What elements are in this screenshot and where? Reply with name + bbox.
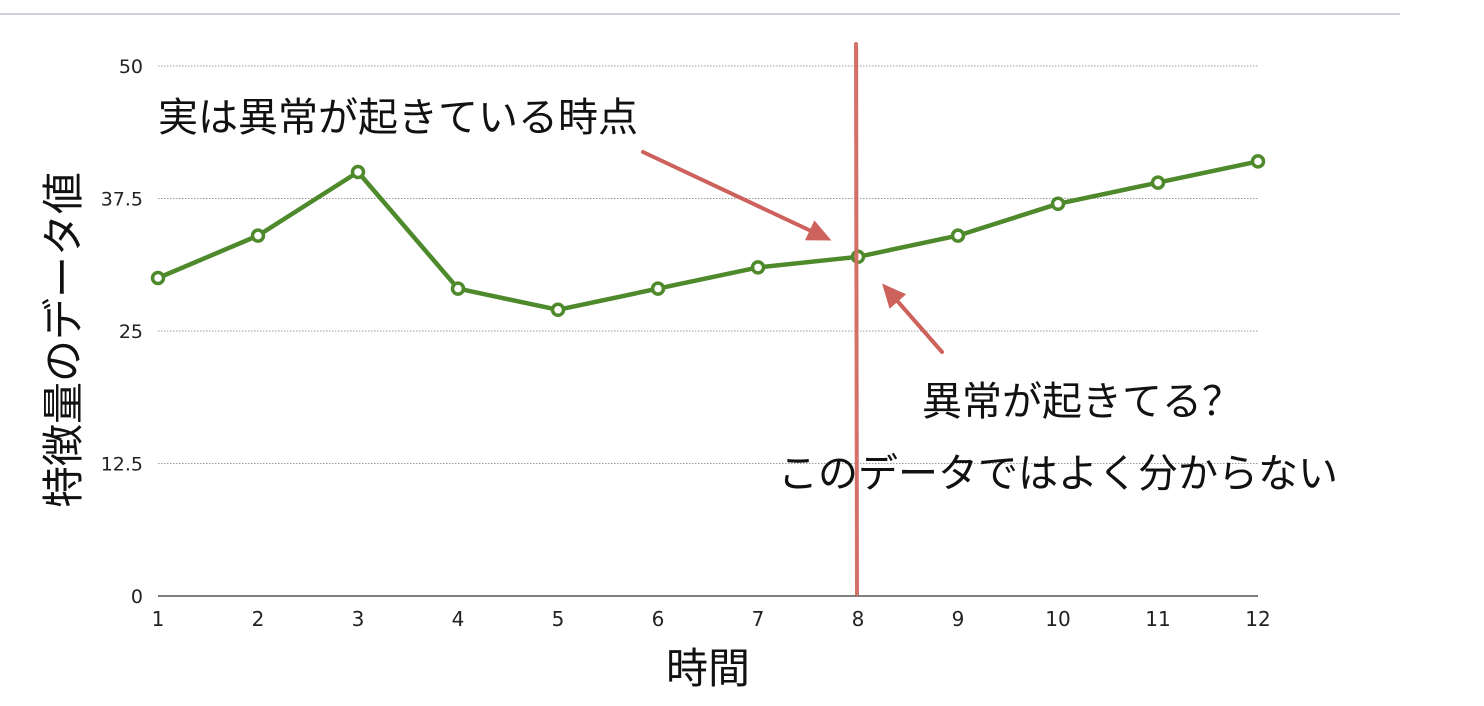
arrow-to-actual-anomaly	[641, 150, 832, 241]
x-tick-label: 6	[652, 607, 665, 631]
x-tick-label: 5	[552, 607, 565, 631]
annotation-actual-anomaly: 実は異常が起きている時点	[158, 95, 638, 141]
data-point	[250, 228, 266, 243]
x-tick-label: 11	[1145, 607, 1170, 631]
gridlines	[158, 65, 1258, 464]
y-tick-label: 0	[131, 586, 143, 608]
data-point	[650, 281, 666, 296]
anomaly-marker-group	[854, 42, 859, 596]
y-tick-labels: 0 12.5 25 37.5 50	[101, 56, 143, 608]
x-tick-labels: 1 2 3 4 5 6 7 8 9 10 11 12	[152, 607, 1271, 631]
y-tick-label: 25	[119, 321, 143, 343]
x-tick-label: 9	[952, 607, 965, 631]
x-tick-label: 12	[1245, 607, 1270, 631]
data-point	[450, 281, 466, 296]
x-tick-label: 1	[152, 607, 165, 631]
data-point	[1250, 154, 1266, 169]
arrow-head	[882, 283, 907, 309]
x-tick-label: 4	[452, 607, 465, 631]
y-tick-label: 12.5	[101, 454, 143, 476]
data-point	[1050, 196, 1066, 212]
x-tick-label: 7	[752, 607, 765, 631]
y-tick-label: 37.5	[101, 189, 143, 211]
data-point	[750, 260, 766, 275]
data-point	[550, 302, 566, 318]
y-axis-label: 特徴量のデータ値	[39, 172, 88, 508]
annotation-anomaly-question: 異常が起きてる？	[922, 379, 1242, 425]
x-axis-label: 時間	[666, 644, 750, 693]
annotation-unclear-note: このデータではよく分からない	[778, 451, 1338, 497]
arrow-to-observed-point	[882, 283, 944, 354]
arrow-shaft	[641, 150, 828, 240]
series-group	[150, 154, 1266, 318]
series-line	[155, 159, 1261, 313]
data-point	[350, 164, 366, 180]
data-point	[1150, 175, 1166, 190]
arrow-head	[805, 220, 832, 241]
anomaly-vertical-line-texture	[856, 47, 859, 591]
data-point	[150, 270, 166, 286]
annotation-arrows	[641, 150, 944, 354]
x-tick-label: 2	[252, 607, 265, 631]
data-point	[950, 228, 966, 243]
x-tick-label: 10	[1045, 607, 1070, 631]
x-tick-label: 8	[852, 607, 865, 631]
y-tick-label: 50	[119, 56, 143, 78]
x-tick-label: 3	[352, 607, 365, 631]
